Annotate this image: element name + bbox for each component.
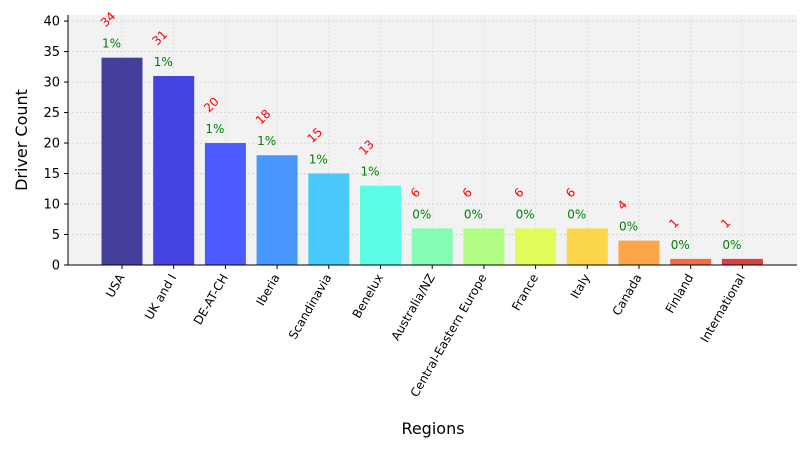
bar (204, 143, 246, 265)
percent-label: 0% (671, 238, 690, 252)
bar (101, 57, 143, 266)
y-tick-label: 35 (43, 45, 60, 60)
bar (308, 173, 350, 265)
y-tick-label: 30 (43, 76, 60, 91)
percent-label: 0% (516, 207, 535, 221)
bar (463, 228, 505, 265)
y-tick-label: 20 (43, 137, 60, 152)
bar (618, 240, 660, 265)
percent-label: 0% (412, 207, 431, 221)
bar (670, 258, 712, 265)
x-tick-label: France (509, 272, 541, 314)
x-tick-label: Finland (663, 272, 697, 316)
percent-label: 0% (567, 207, 586, 221)
x-tick-label: DE-AT-CH (191, 272, 231, 328)
bar (256, 155, 298, 265)
percent-label: 1% (309, 153, 328, 167)
bar (515, 228, 557, 265)
y-tick-layer: 0 5 10 15 20 25 30 35 40 (43, 15, 68, 274)
percent-label: 1% (257, 134, 276, 148)
x-axis-label: Regions (401, 419, 464, 438)
x-tick-label: Scandinavia (286, 272, 335, 342)
bar (566, 228, 608, 265)
x-tick-label: USA (103, 271, 128, 300)
y-tick-label: 5 (52, 228, 60, 243)
x-tick-label: Canada (610, 272, 645, 319)
percent-label: 1% (154, 55, 173, 69)
y-tick-label: 25 (43, 106, 60, 121)
bar (411, 228, 453, 265)
y-tick-label: 10 (43, 198, 60, 213)
percent-label: 0% (464, 207, 483, 221)
x-tick-layer: USA UK and I DE-AT-CH Iberia Scandinavia Bene… (103, 265, 748, 399)
x-tick-label: Iberia (253, 272, 282, 309)
percent-label: 0% (722, 238, 741, 252)
percent-label: 1% (102, 37, 121, 51)
percent-label: 1% (205, 122, 224, 136)
bar (153, 75, 195, 265)
x-tick-label: International (698, 272, 748, 345)
bar (360, 185, 401, 265)
y-tick-label: 0 (52, 259, 60, 274)
x-tick-label: Australia/NZ (389, 272, 438, 343)
y-axis-label: Driver Count (12, 89, 31, 191)
bar (721, 258, 763, 265)
percent-label: 1% (361, 165, 380, 179)
x-tick-label: UK and I (142, 272, 179, 323)
x-tick-label: Italy (568, 272, 593, 302)
y-tick-label: 15 (43, 167, 60, 182)
percent-label: 0% (619, 220, 638, 234)
bar-layer (101, 57, 763, 266)
y-tick-label: 40 (43, 15, 60, 30)
x-tick-label: Benelux (350, 272, 386, 321)
